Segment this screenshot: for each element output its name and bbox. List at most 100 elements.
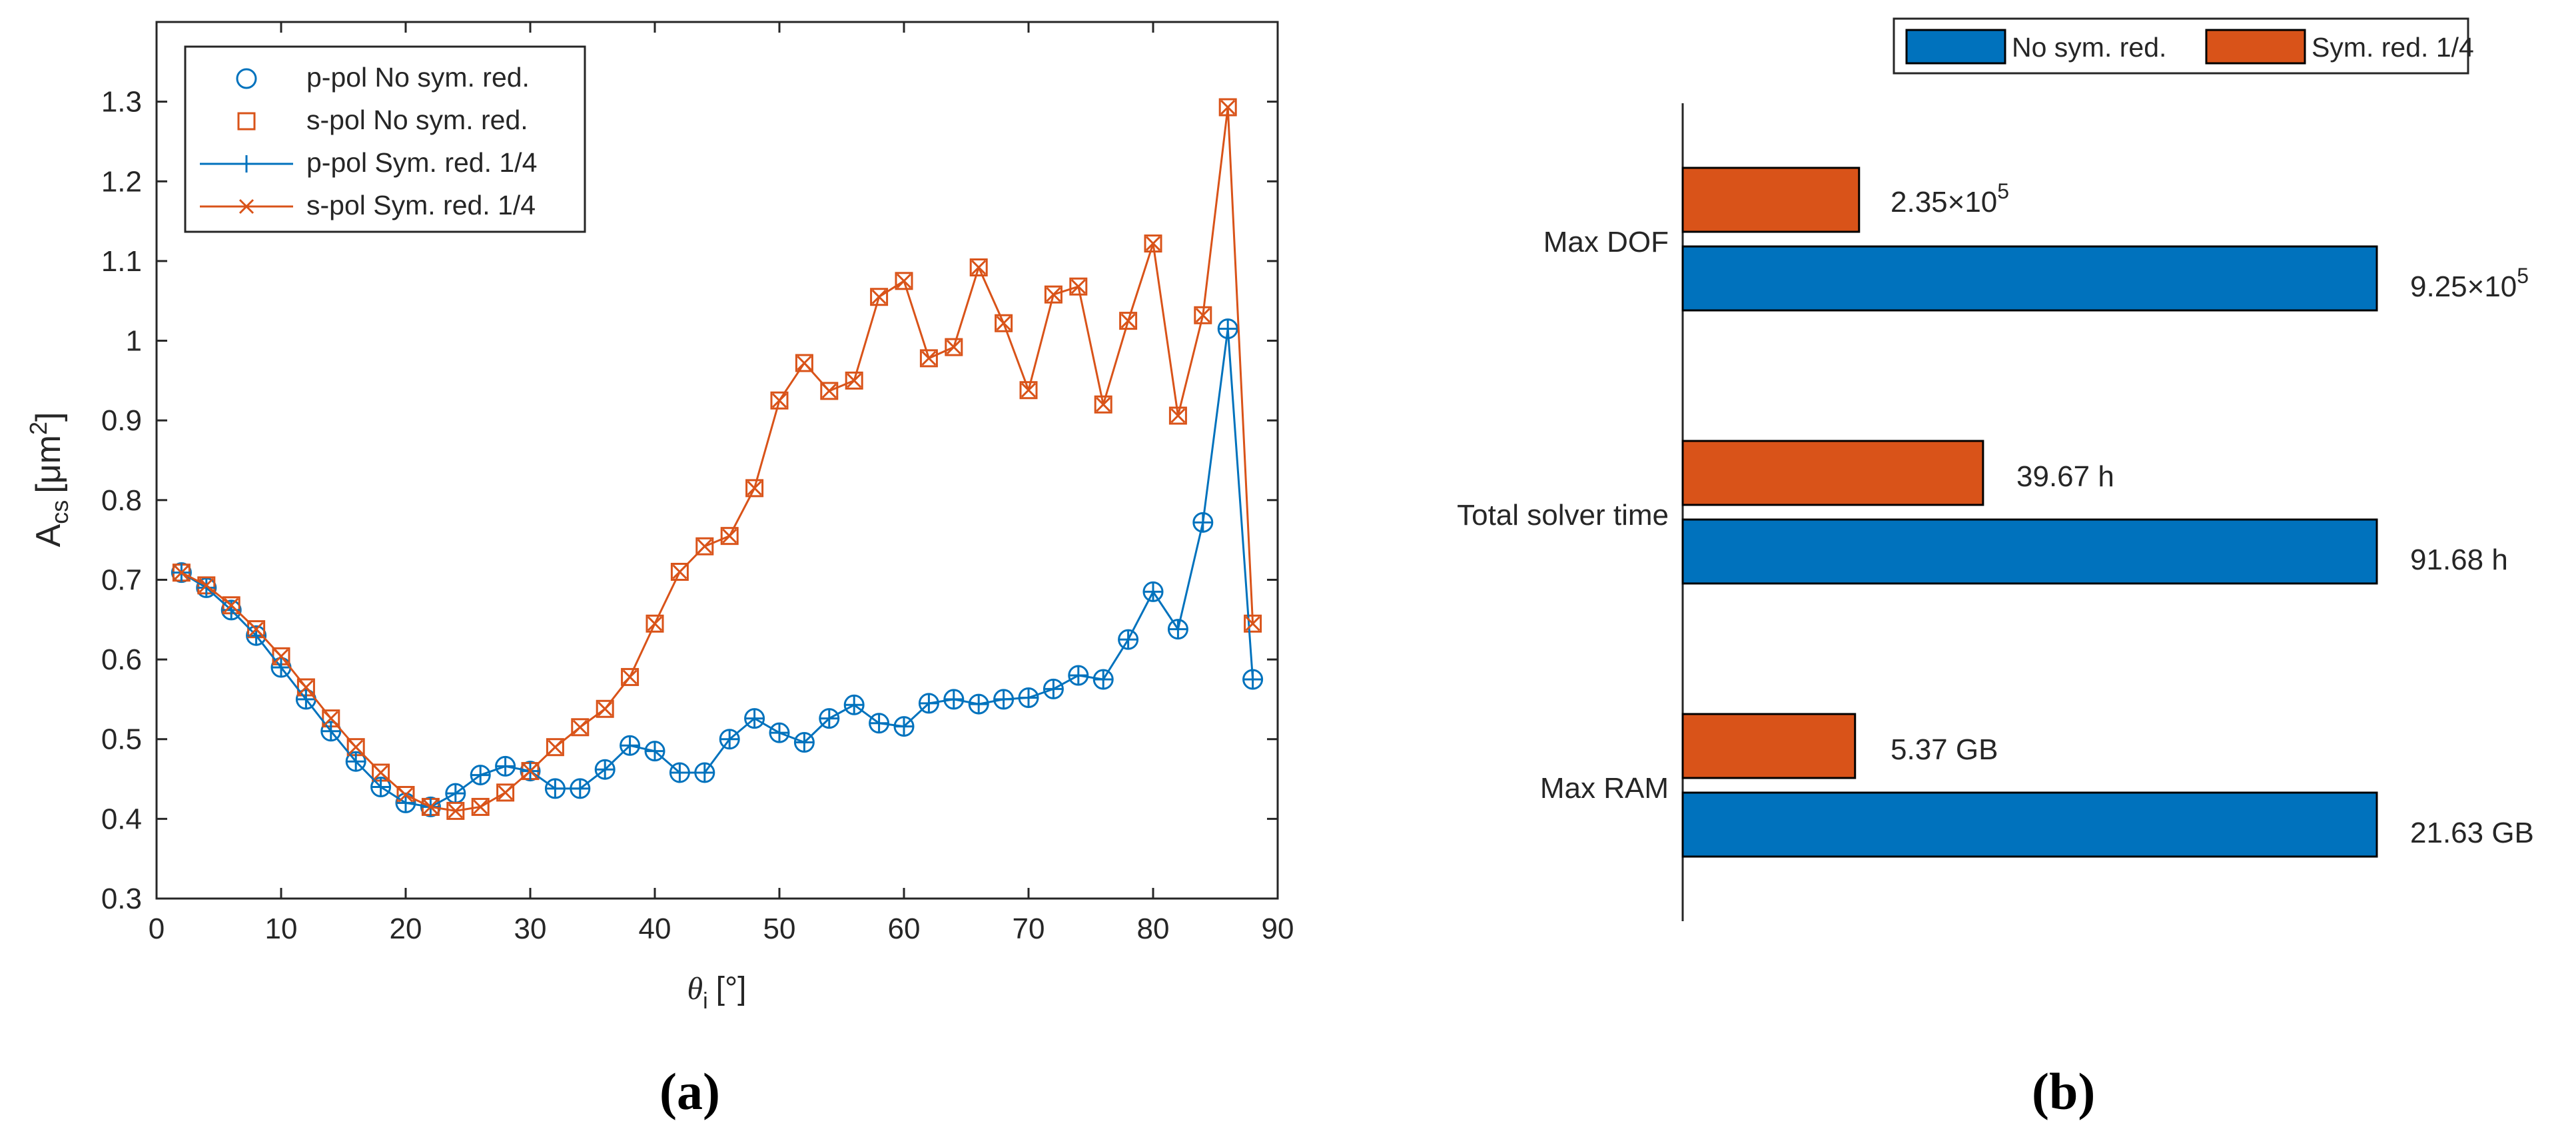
data-point [1069,667,1087,685]
data-point [522,763,538,779]
data-point [845,371,863,390]
data-point [920,694,938,712]
data-point [1046,287,1061,302]
data-point [370,777,392,798]
data-point [1144,234,1162,253]
x-tick-label: 0 [149,913,165,945]
data-point [843,694,865,715]
data-point [647,616,663,631]
data-point [220,599,242,621]
series-3 [174,99,1260,819]
legend-label-s-sym: s-pol Sym. red. 1/4 [306,190,536,220]
data-point [1245,616,1260,631]
data-point [1244,671,1262,688]
data-point [594,759,616,780]
data-point [819,708,840,729]
panel-label-b: (b) [2032,1062,2095,1120]
data-point [646,742,663,760]
data-point [870,714,888,732]
category-label-solver-time: Total solver time [1457,499,1669,532]
data-point [171,562,192,583]
data-point [548,739,563,755]
data-point [1071,279,1086,294]
data-point [199,577,214,593]
data-point [1068,665,1089,686]
data-point [373,765,388,781]
data-point [495,755,516,777]
data-point [720,527,739,546]
data-point [472,766,490,784]
data-point [1192,512,1214,533]
data-point [448,803,463,819]
bars-group-b [1681,167,2378,858]
data-point [670,562,689,581]
data-point [893,716,915,737]
data-point [996,316,1011,331]
data-point [1142,581,1164,602]
data-point [323,711,338,726]
data-point [1043,678,1064,699]
data-point [895,717,913,735]
data-point [398,787,414,803]
x-axis-label-a: θi [°] [687,971,746,1014]
data-point [420,796,441,817]
data-point [896,273,912,288]
data-point [1194,514,1212,532]
data-point [1195,308,1210,323]
data-point [1119,312,1138,330]
x-tick-label: 70 [1013,913,1045,945]
data-point [1021,382,1037,398]
data-point [1019,381,1038,400]
data-label-ram-nosym: 21.63 GB [2410,817,2534,849]
x-tick-label: 40 [639,913,671,945]
legend-label-s-nosym: s-pol No sym. red. [306,105,528,135]
data-point [1020,689,1037,707]
data-point [722,528,737,544]
data-point [571,779,589,797]
data-point [470,765,491,786]
data-point [721,730,739,748]
category-label-max-dof: Max DOF [1543,226,1669,258]
data-point [969,258,988,276]
y-tick-label: 0.4 [101,803,142,835]
data-point [1170,408,1186,424]
data-point [869,713,890,734]
data-point [871,289,887,304]
data-point [697,539,712,554]
data-point [747,480,762,496]
data-point [671,763,689,781]
data-point [695,763,713,781]
data-point [273,649,289,664]
data-point [397,794,414,812]
data-point [1220,99,1236,115]
data-point [870,288,889,306]
legend-label-sym: Sym. red. 1/4 [2312,32,2474,63]
line-chart-a: 0 10 20 30 40 50 60 70 80 90 0.3 0.4 0.5 0.6 0.7 0.8 0.9… [25,21,1294,1120]
y-tick-label: 0.3 [101,883,142,915]
data-point [621,737,639,755]
legend-marker-0 [236,68,257,89]
data-point [496,783,515,802]
data-point [797,355,812,371]
data-label-ram-sym: 5.37 GB [1891,733,1998,766]
legend-marker-1 [237,112,256,131]
data-point [745,709,763,727]
data-point [322,722,340,740]
y-tick-label: 1 [126,325,142,358]
legend-b: No sym. red. Sym. red. 1/4 [1893,17,2474,75]
data-point [918,693,939,714]
data-point [1096,397,1111,412]
data-point [769,722,790,743]
data-label-dof-sym: 2.35×105 [1891,179,2009,218]
legend-swatch-no-sym [1905,29,2006,65]
data-point [795,354,813,372]
legend-label-p-nosym: p-pol No sym. red. [306,62,530,93]
legend-label-p-sym: p-pol Sym. red. 1/4 [306,147,537,178]
y-tick-label: 1.1 [101,245,142,278]
data-point [520,761,541,782]
data-point [795,733,813,751]
data-point [546,779,564,797]
y-tick-label: 0.6 [101,643,142,676]
data-point [995,690,1013,708]
